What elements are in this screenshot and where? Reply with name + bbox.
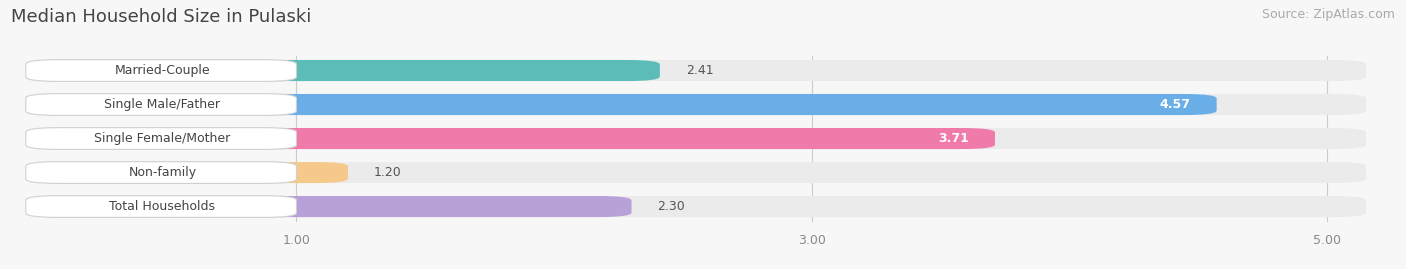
Text: Median Household Size in Pulaski: Median Household Size in Pulaski — [11, 8, 312, 26]
Text: Married-Couple: Married-Couple — [114, 64, 211, 77]
FancyBboxPatch shape — [25, 94, 297, 115]
FancyBboxPatch shape — [39, 94, 1216, 115]
Text: Source: ZipAtlas.com: Source: ZipAtlas.com — [1261, 8, 1395, 21]
Text: 3.71: 3.71 — [938, 132, 969, 145]
FancyBboxPatch shape — [39, 162, 1367, 183]
FancyBboxPatch shape — [25, 162, 297, 183]
FancyBboxPatch shape — [39, 162, 349, 183]
FancyBboxPatch shape — [39, 60, 659, 81]
FancyBboxPatch shape — [25, 128, 297, 149]
FancyBboxPatch shape — [39, 128, 1367, 149]
FancyBboxPatch shape — [39, 60, 1367, 81]
FancyBboxPatch shape — [25, 60, 297, 82]
FancyBboxPatch shape — [39, 196, 631, 217]
FancyBboxPatch shape — [39, 196, 1367, 217]
FancyBboxPatch shape — [39, 128, 995, 149]
Text: Single Female/Mother: Single Female/Mother — [94, 132, 231, 145]
Text: Single Male/Father: Single Male/Father — [104, 98, 221, 111]
Text: Non-family: Non-family — [128, 166, 197, 179]
Text: 2.30: 2.30 — [657, 200, 685, 213]
Text: 2.41: 2.41 — [686, 64, 713, 77]
Text: Total Households: Total Households — [110, 200, 215, 213]
Text: 4.57: 4.57 — [1160, 98, 1191, 111]
FancyBboxPatch shape — [39, 94, 1367, 115]
FancyBboxPatch shape — [25, 196, 297, 217]
Text: 1.20: 1.20 — [374, 166, 402, 179]
